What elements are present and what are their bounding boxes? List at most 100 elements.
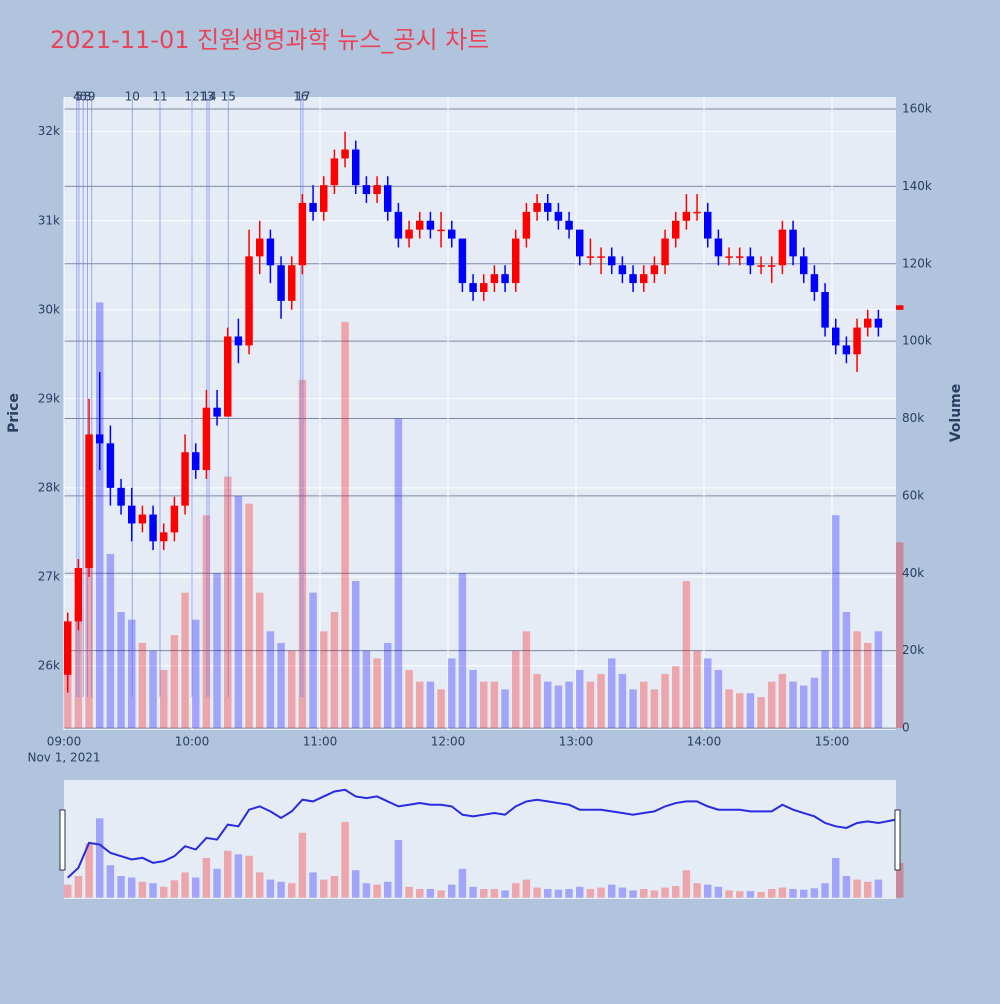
- volume-bar: [106, 553, 115, 729]
- candle-body: [416, 220, 424, 230]
- candle-body: [256, 238, 264, 257]
- y2-tick-label: 140k: [902, 179, 932, 193]
- candle-body: [608, 256, 616, 266]
- volume-bar: [85, 437, 93, 729]
- mini-volume-bar: [640, 888, 648, 898]
- mini-volume-bar: [64, 884, 72, 898]
- slider-handle[interactable]: [59, 809, 66, 871]
- candle-body: [181, 452, 189, 506]
- candle-body: [202, 407, 211, 471]
- candle-body: [149, 514, 157, 542]
- range-slider[interactable]: [64, 780, 896, 899]
- candle-body: [501, 274, 509, 284]
- candle-body: [800, 256, 808, 275]
- volume-bar: [277, 642, 285, 729]
- volume-bar: [490, 681, 499, 729]
- y2-tick-label: 80k: [902, 411, 924, 425]
- candle-body: [362, 185, 371, 195]
- mini-volume-bar: [682, 870, 691, 898]
- mini-volume-bar: [576, 886, 584, 898]
- x-tick-label: 13:00: [559, 735, 594, 749]
- volume-bar: [480, 681, 488, 729]
- mini-volume-bar: [565, 888, 573, 898]
- mini-volume-bar: [117, 876, 125, 898]
- candle-body: [341, 149, 349, 159]
- event-label: 16: [293, 90, 308, 104]
- volume-bar: [192, 619, 200, 729]
- mini-volume-bar: [757, 891, 765, 898]
- volume-bar: [149, 650, 157, 729]
- y-tick-label: 28k: [38, 480, 60, 494]
- volume-bar: [800, 685, 808, 729]
- candle-body: [576, 229, 584, 257]
- event-label: 11: [152, 90, 167, 104]
- volume-bar: [64, 658, 72, 729]
- candle-body: [746, 256, 755, 266]
- slider-handle[interactable]: [894, 809, 901, 871]
- mini-volume-bar: [533, 887, 541, 898]
- candle-body: [490, 274, 499, 284]
- candle-body: [810, 274, 819, 292]
- candle-body: [544, 202, 552, 212]
- volume-bar: [213, 573, 221, 729]
- y2-tick-label: 40k: [902, 566, 924, 580]
- volume-bar: [352, 581, 360, 729]
- candle-body: [384, 185, 392, 212]
- candle-body: [437, 229, 445, 232]
- candle-body: [234, 336, 243, 346]
- mini-volume-bar: [458, 868, 467, 898]
- mini-volume-bar: [192, 877, 200, 898]
- volume-bar: [896, 542, 904, 729]
- volume-bar: [117, 611, 125, 729]
- mini-volume-bar: [544, 888, 552, 898]
- volume-bar: [533, 673, 541, 729]
- mini-volume-bar: [362, 883, 371, 898]
- volume-bar: [693, 650, 701, 729]
- mini-volume-bar: [853, 879, 861, 898]
- mini-volume-bar: [490, 888, 499, 898]
- event-label: 17: [295, 90, 310, 104]
- event-label: 15: [221, 90, 236, 104]
- mini-volume-bar: [714, 886, 723, 898]
- mini-volume-bar: [874, 879, 883, 898]
- volume-bar: [96, 302, 104, 729]
- y-axis-title: Price: [6, 393, 22, 433]
- mini-volume-bar: [213, 868, 221, 898]
- event-label: 14: [201, 90, 216, 104]
- volume-bar: [256, 592, 264, 729]
- mini-volume-bar: [138, 881, 147, 898]
- mini-volume-bar: [394, 839, 403, 898]
- volume-bar: [789, 681, 797, 729]
- mini-volume-bar: [704, 884, 712, 898]
- mini-volume-bar: [501, 890, 509, 898]
- candle-body: [512, 238, 520, 284]
- x-tick-label: 09:00: [47, 735, 82, 749]
- mini-price-line: [67, 788, 900, 879]
- mini-volume-bar: [618, 887, 627, 898]
- candle-body: [874, 318, 883, 328]
- volume-bar: [469, 670, 477, 729]
- mini-volume-bar: [426, 888, 435, 898]
- mini-volume-bar: [672, 886, 680, 898]
- mini-volume-bar: [384, 881, 392, 898]
- volume-bar: [661, 673, 669, 729]
- mini-volume-bar: [128, 877, 136, 898]
- mini-volume-bar: [181, 872, 189, 898]
- volume-bar: [522, 631, 531, 729]
- mini-volume-bar: [512, 883, 520, 898]
- volume-bar: [714, 670, 723, 729]
- mini-volume-bar: [74, 876, 83, 898]
- candle-body: [586, 256, 595, 258]
- volume-bar: [330, 611, 339, 729]
- y-tick-label: 27k: [38, 569, 60, 583]
- mini-volume-bar: [224, 850, 232, 898]
- candle-body: [74, 567, 83, 622]
- mini-volume-bar: [106, 865, 115, 898]
- candle-body: [245, 256, 253, 346]
- candle-body: [330, 158, 339, 186]
- candle-body: [170, 505, 179, 533]
- candle-body: [298, 202, 307, 266]
- mini-volume-bar: [896, 863, 904, 898]
- candle-body: [277, 265, 285, 301]
